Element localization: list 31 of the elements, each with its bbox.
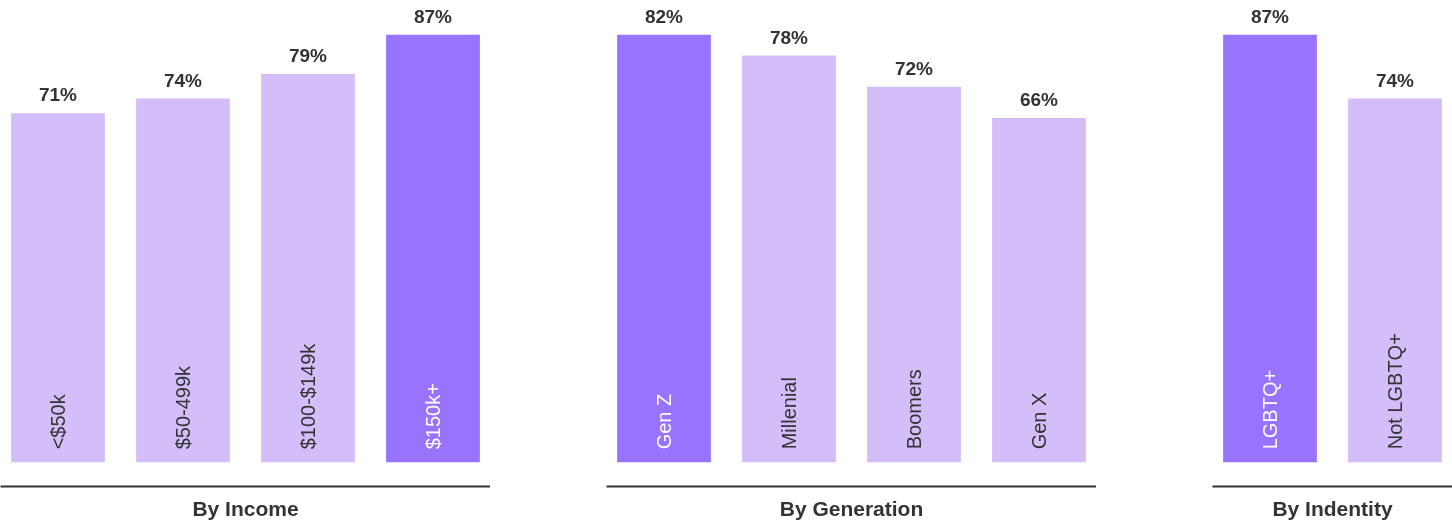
x-axis-title: By Generation bbox=[779, 496, 924, 520]
x-tick-label: Not LGBTQ+ bbox=[1384, 333, 1406, 450]
data-label: 74% bbox=[1375, 69, 1415, 91]
bar bbox=[11, 113, 105, 463]
x-tick-label: Gen Z bbox=[653, 393, 675, 450]
bar bbox=[261, 74, 355, 463]
bar bbox=[386, 34, 480, 463]
data-label: 78% bbox=[769, 26, 809, 48]
data-label: 66% bbox=[1019, 89, 1059, 111]
x-tick-label: <$50k bbox=[47, 393, 69, 450]
x-tick-label: $150k+ bbox=[422, 383, 444, 450]
bar bbox=[617, 34, 711, 463]
data-label: 72% bbox=[894, 57, 934, 79]
x-tick-label: Boomers bbox=[903, 369, 925, 450]
data-label: 79% bbox=[288, 45, 328, 66]
x-axis-title: By Indentity bbox=[1272, 496, 1393, 520]
data-label: 87% bbox=[413, 5, 453, 27]
data-label: 82% bbox=[644, 5, 684, 27]
data-label: 71% bbox=[38, 84, 78, 106]
x-tick-label: $100-$149k bbox=[297, 342, 319, 450]
x-tick-label: Gen X bbox=[1028, 392, 1050, 450]
bar bbox=[742, 55, 836, 463]
bar bbox=[136, 98, 230, 463]
x-tick-label: Millenial bbox=[778, 377, 800, 450]
x-axis-title: By Income bbox=[192, 496, 299, 520]
x-tick-label: $50-499k bbox=[172, 364, 194, 450]
bar bbox=[867, 86, 961, 463]
x-tick-label: LGBTQ+ bbox=[1259, 369, 1281, 450]
bar bbox=[992, 118, 1086, 463]
data-label: 74% bbox=[163, 69, 203, 91]
data-label: 87% bbox=[1250, 5, 1290, 27]
